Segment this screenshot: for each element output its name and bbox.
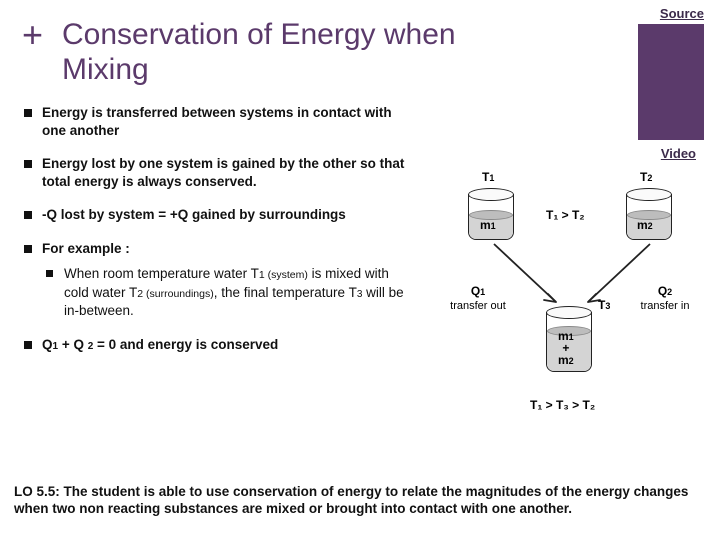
source-link[interactable]: Source <box>660 6 704 21</box>
label-t2: T2 <box>640 170 652 184</box>
text-frag: Q <box>42 337 53 352</box>
page-title: Conservation of Energy when Mixing <box>62 18 482 87</box>
media-placeholder <box>638 24 704 140</box>
text-frag: , the final temperature T <box>214 285 357 300</box>
text-frag: + Q <box>58 337 88 352</box>
learning-objective: LO 5.5: The student is able to use conse… <box>14 483 706 518</box>
label-m2: m2 <box>637 218 653 232</box>
label-t3: T3 <box>598 298 610 312</box>
label-sum: m1 + m2 <box>558 330 574 366</box>
label-rel2: T₁ > T₃ > T₂ <box>530 398 595 412</box>
subscript: 2 (surroundings) <box>137 288 213 300</box>
label-m1: m1 <box>480 218 496 232</box>
bullet-item: Energy lost by one system is gained by t… <box>24 155 414 190</box>
bullet-item: For example : When room temperature wate… <box>24 240 414 320</box>
mixing-diagram: T1 m1 T2 m2 T₁ > T₂ Q1 transfer out Q2 t… <box>430 170 710 440</box>
text-frag: = 0 and energy is conserved <box>93 337 278 352</box>
label-rel1: T₁ > T₂ <box>546 208 585 222</box>
plus-symbol: + <box>22 14 43 56</box>
bullet-text: For example : <box>42 241 130 256</box>
bullet-item: Q1 + Q 2 = 0 and energy is conserved <box>24 336 414 354</box>
label-t1: T1 <box>482 170 494 184</box>
label-q1: Q1 transfer out <box>448 284 508 312</box>
bullet-item: Energy is transferred between systems in… <box>24 104 414 139</box>
bullet-list: Energy is transferred between systems in… <box>24 104 414 369</box>
beaker-1 <box>468 188 514 240</box>
text-frag: When room temperature water T <box>64 266 259 281</box>
label-q2: Q2 transfer in <box>634 284 696 312</box>
video-link[interactable]: Video <box>661 146 696 161</box>
sub-bullet-item: When room temperature water T1 (system) … <box>46 265 414 320</box>
subscript: 1 (system) <box>259 269 308 281</box>
beaker-2 <box>626 188 672 240</box>
bullet-item: -Q lost by system = +Q gained by surroun… <box>24 206 414 224</box>
